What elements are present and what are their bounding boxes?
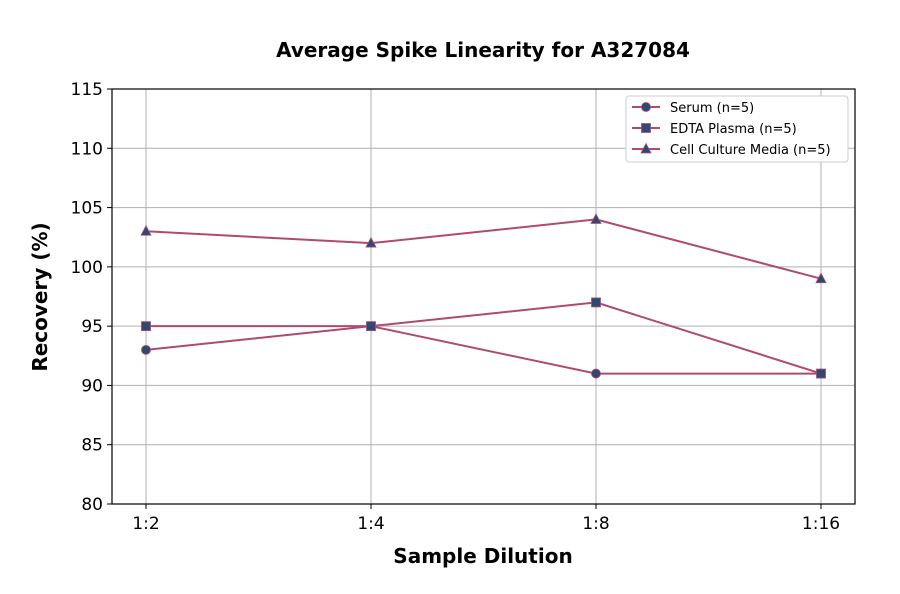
y-tick-label: 90 bbox=[81, 376, 103, 396]
data-point bbox=[141, 321, 151, 332]
y-tick-label: 85 bbox=[81, 436, 103, 456]
y-tick-label: 105 bbox=[71, 199, 103, 219]
data-point bbox=[591, 368, 601, 379]
y-tick-label: 95 bbox=[81, 317, 103, 337]
y-tick-label: 110 bbox=[71, 139, 103, 159]
data-point bbox=[816, 368, 826, 379]
y-tick-label: 80 bbox=[81, 495, 103, 515]
chart-title: Average Spike Linearity for A327084 bbox=[276, 38, 690, 62]
y-tick-label: 115 bbox=[71, 80, 103, 100]
data-point bbox=[815, 272, 827, 284]
x-tick-label: 1:16 bbox=[802, 514, 840, 534]
data-point bbox=[365, 236, 377, 248]
data-point bbox=[140, 224, 152, 236]
x-tick-label: 1:8 bbox=[582, 514, 609, 534]
y-tick-label: 100 bbox=[71, 258, 103, 278]
x-axis-label: Sample Dilution bbox=[393, 544, 572, 568]
series-line-1 bbox=[146, 301, 822, 375]
legend: Serum (n=5) EDTA Plasma (n=5) Cell Culture… bbox=[625, 95, 849, 163]
series-line-0 bbox=[145, 325, 821, 375]
y-axis-label: Recovery (%) bbox=[28, 222, 52, 371]
legend-marker bbox=[641, 102, 651, 112]
plot-frame bbox=[111, 88, 856, 505]
legend-label: Cell Culture Media (n=5) bbox=[670, 143, 831, 158]
data-point bbox=[590, 213, 602, 224]
legend-box bbox=[625, 95, 849, 163]
data-point bbox=[366, 321, 376, 332]
legend-marker bbox=[640, 142, 652, 154]
series-line-2 bbox=[145, 218, 822, 280]
data-point bbox=[141, 344, 151, 355]
legend-label: EDTA Plasma (n=5) bbox=[670, 122, 797, 137]
data-point bbox=[591, 297, 601, 308]
legend-label: Serum (n=5) bbox=[670, 101, 754, 116]
x-tick-label: 1:4 bbox=[357, 514, 384, 534]
legend-marker bbox=[641, 123, 651, 133]
x-tick-label: 1:2 bbox=[132, 514, 159, 534]
